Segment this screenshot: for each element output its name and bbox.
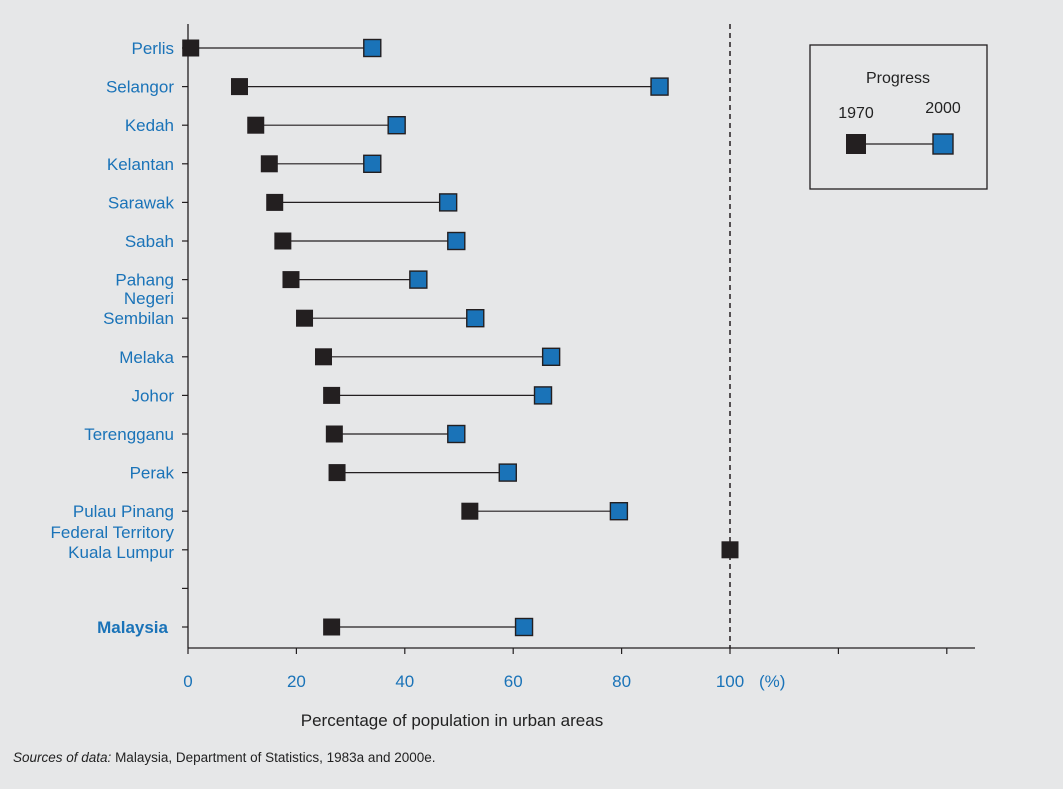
category-label: Perlis xyxy=(131,39,174,58)
marker-2000 xyxy=(409,270,428,289)
marker-1970 xyxy=(230,78,248,96)
category-label: Sembilan xyxy=(103,309,174,328)
source-note: Sources of data: Malaysia, Department of… xyxy=(13,750,436,765)
x-tick-label: 80 xyxy=(612,672,631,691)
marker-1970 xyxy=(266,193,284,211)
category-label: Sabah xyxy=(125,232,174,251)
marker-2000 xyxy=(438,193,458,212)
marker-2000 xyxy=(650,77,669,96)
category-label: Melaka xyxy=(119,348,174,367)
marker-1970 xyxy=(315,348,332,366)
category-label: Negeri xyxy=(124,289,174,308)
category-label: Sarawak xyxy=(108,193,175,212)
source-text: Malaysia, Department of Statistics, 1983… xyxy=(111,750,436,765)
marker-1970 xyxy=(282,271,300,289)
marker-1970 xyxy=(323,618,341,636)
legend-label-2000: 2000 xyxy=(925,100,961,117)
category-label: Johor xyxy=(131,386,174,405)
marker-2000 xyxy=(363,38,382,58)
marker-2000 xyxy=(447,231,466,251)
source-label: Sources of data: xyxy=(13,750,112,765)
marker-2000 xyxy=(533,386,553,405)
marker-1970 xyxy=(721,541,739,559)
marker-2000 xyxy=(466,309,485,328)
marker-2000 xyxy=(387,115,406,135)
legend-marker-2000 xyxy=(932,133,954,155)
marker-2000 xyxy=(514,617,534,637)
marker-1970 xyxy=(182,39,200,57)
category-label: Federal Territory xyxy=(51,523,175,542)
marker-1970 xyxy=(328,464,346,482)
legend-box xyxy=(809,44,988,190)
x-tick-label: 100 xyxy=(716,672,744,691)
marker-1970 xyxy=(296,309,314,327)
marker-1970 xyxy=(461,502,479,520)
category-label: Terengganu xyxy=(84,425,174,444)
category-label: Kedah xyxy=(125,116,174,135)
category-label: Perak xyxy=(130,464,175,483)
category-label: Pulau Pinang xyxy=(73,502,174,521)
category-label: Malaysia xyxy=(97,618,168,637)
category-label: Selangor xyxy=(106,78,174,97)
marker-1970 xyxy=(247,116,265,134)
x-unit-label: (%) xyxy=(759,672,785,691)
marker-1970 xyxy=(274,232,292,250)
category-label: Pahang xyxy=(115,271,174,290)
legend-marker-1970 xyxy=(846,134,866,154)
x-tick-label: 20 xyxy=(287,672,306,691)
x-tick-label: 0 xyxy=(183,672,192,691)
legend-title: Progress xyxy=(866,70,930,87)
marker-1970 xyxy=(323,386,341,404)
category-label: Kelantan xyxy=(107,155,174,174)
marker-2000 xyxy=(498,463,517,482)
legend-label-1970: 1970 xyxy=(838,105,874,122)
x-tick-label: 40 xyxy=(395,672,414,691)
x-axis-title: Percentage of population in urban areas xyxy=(301,711,603,730)
marker-2000 xyxy=(541,347,561,366)
marker-1970 xyxy=(325,425,343,443)
category-label: Kuala Lumpur xyxy=(68,543,174,562)
marker-1970 xyxy=(260,155,278,173)
marker-2000 xyxy=(363,154,382,174)
x-tick-label: 60 xyxy=(504,672,523,691)
marker-2000 xyxy=(447,424,466,444)
marker-2000 xyxy=(609,502,629,521)
